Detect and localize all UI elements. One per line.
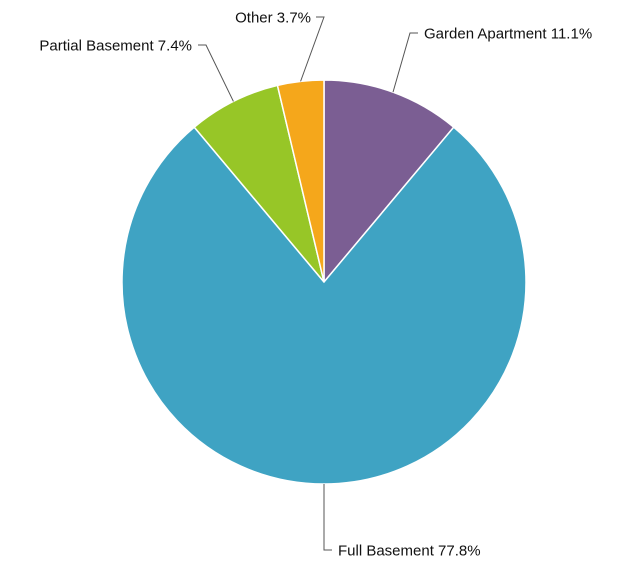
leader-lines bbox=[198, 16, 418, 551]
slice-label-partial-basement: Partial Basement 7.4% bbox=[39, 37, 192, 54]
slice-label-other: Other 3.7% bbox=[235, 9, 311, 26]
pie-slice-other bbox=[276, 79, 325, 283]
leader-line-partial-basement bbox=[198, 44, 234, 102]
slice-label-full-basement: Full Basement 77.8% bbox=[338, 542, 481, 559]
pie-slice-full-basement bbox=[121, 126, 527, 485]
slice-label-garden-apartment: Garden Apartment 11.1% bbox=[424, 25, 592, 42]
pie-slices bbox=[121, 79, 527, 485]
slice-labels: Garden Apartment 11.1% Full Basement 77.8… bbox=[39, 9, 592, 559]
leader-line-garden-apartment bbox=[392, 32, 418, 93]
leader-line-other bbox=[300, 16, 325, 82]
leader-line-full-basement bbox=[323, 484, 332, 551]
